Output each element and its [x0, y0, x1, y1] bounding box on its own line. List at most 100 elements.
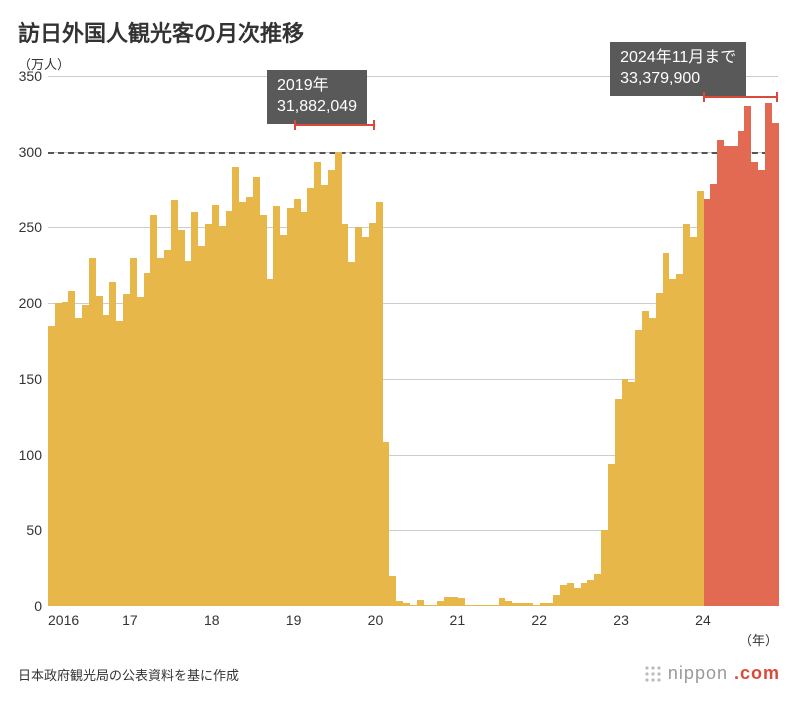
- bar: [581, 583, 588, 606]
- bar: [649, 318, 656, 606]
- chart-plot-area: 0501001502002503003502016171819202122232…: [48, 76, 778, 606]
- bar: [389, 576, 396, 606]
- bar: [396, 601, 403, 606]
- bar: [499, 598, 506, 606]
- bar: [567, 583, 574, 606]
- callout-box: 2019年31,882,049: [267, 70, 367, 124]
- y-tick-label: 100: [19, 447, 48, 463]
- bar: [89, 258, 96, 606]
- bar: [458, 598, 465, 606]
- y-tick-label: 150: [19, 371, 48, 387]
- bar: [294, 199, 301, 606]
- x-tick-label: 21: [450, 606, 466, 628]
- x-tick-label: 18: [204, 606, 220, 628]
- bar: [546, 603, 553, 606]
- bar: [144, 273, 151, 606]
- bar: [724, 146, 731, 606]
- bar: [656, 293, 663, 606]
- bar: [417, 600, 424, 606]
- bar: [246, 197, 253, 606]
- bar: [642, 311, 649, 606]
- bar: [212, 205, 219, 606]
- bar: [683, 224, 690, 606]
- bar: [471, 605, 478, 607]
- bar: [587, 580, 594, 606]
- bar: [55, 303, 62, 606]
- bar: [478, 605, 485, 607]
- bar: [485, 605, 492, 607]
- bar: [267, 279, 274, 606]
- y-tick-label: 300: [19, 144, 48, 160]
- bar: [178, 230, 185, 606]
- bar: [717, 140, 724, 606]
- bar: [465, 605, 472, 607]
- bar: [335, 152, 342, 606]
- bar: [622, 379, 629, 606]
- callout-line1: 2019年: [277, 76, 357, 97]
- x-tick-label: 20: [368, 606, 384, 628]
- bar: [260, 215, 267, 606]
- x-axis-unit: （年）: [739, 606, 778, 649]
- x-tick-label: 17: [122, 606, 138, 628]
- bar: [403, 603, 410, 606]
- bar: [553, 595, 560, 606]
- bar: [362, 237, 369, 606]
- y-tick-label: 0: [34, 598, 48, 614]
- bar: [758, 170, 765, 606]
- bar: [697, 191, 704, 606]
- x-tick-label: 24: [695, 606, 711, 628]
- bar: [109, 282, 116, 606]
- bar: [410, 605, 417, 607]
- bar: [68, 291, 75, 606]
- bar: [601, 530, 608, 606]
- bar: [608, 464, 615, 606]
- bar: [731, 146, 738, 606]
- bar: [171, 200, 178, 606]
- bar: [273, 206, 280, 606]
- logo-dots-icon: [644, 665, 662, 683]
- bar: [519, 603, 526, 606]
- bar: [48, 326, 55, 606]
- bar: [430, 605, 437, 607]
- bar: [198, 246, 205, 606]
- bar: [676, 274, 683, 606]
- callout-bracket: [703, 92, 778, 102]
- bar: [307, 188, 314, 606]
- bar: [635, 330, 642, 606]
- bar: [150, 215, 157, 606]
- bar: [205, 224, 212, 606]
- callout-box: 2024年11月まで33,379,900: [610, 42, 746, 96]
- bar: [280, 235, 287, 606]
- bar: [376, 202, 383, 606]
- bar: [560, 585, 567, 606]
- bar: [191, 212, 198, 606]
- source-logo: nippon.com: [644, 663, 780, 684]
- bar: [451, 597, 458, 606]
- source-suffix: .com: [734, 663, 780, 684]
- callout-bracket: [294, 120, 376, 130]
- bar: [348, 262, 355, 606]
- callout-line1: 2024年11月まで: [620, 48, 736, 69]
- x-tick-label: 19: [286, 606, 302, 628]
- bar: [744, 106, 751, 606]
- bar: [355, 227, 362, 606]
- bar: [628, 382, 635, 606]
- bar: [123, 294, 130, 606]
- bar: [663, 253, 670, 606]
- bar: [669, 279, 676, 606]
- bar: [594, 574, 601, 606]
- bar: [505, 601, 512, 606]
- bar: [137, 297, 144, 606]
- bar: [103, 315, 110, 606]
- x-tick-label: 22: [531, 606, 547, 628]
- bar: [369, 223, 376, 606]
- bar: [314, 162, 321, 606]
- bar: [615, 399, 622, 606]
- callout-line2: 33,379,900: [620, 69, 736, 90]
- bar: [342, 224, 349, 606]
- bar: [574, 588, 581, 606]
- bar: [424, 605, 431, 607]
- bar: [239, 202, 246, 606]
- y-tick-label: 200: [19, 295, 48, 311]
- callout-line2: 31,882,049: [277, 97, 357, 118]
